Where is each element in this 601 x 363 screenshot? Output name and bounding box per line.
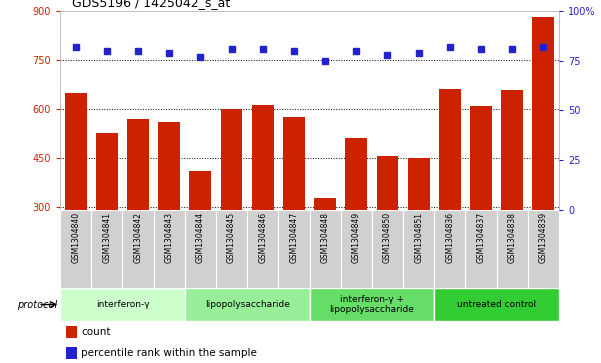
Bar <box>501 90 523 305</box>
Bar <box>127 118 149 305</box>
Bar <box>216 210 247 288</box>
Text: GSM1304848: GSM1304848 <box>320 212 329 263</box>
Bar <box>66 347 77 359</box>
Bar <box>314 199 336 305</box>
Text: GSM1304842: GSM1304842 <box>133 212 142 263</box>
Text: count: count <box>81 327 111 337</box>
Bar <box>283 117 305 305</box>
Bar <box>158 122 180 305</box>
Bar <box>65 93 87 305</box>
Text: protocol: protocol <box>17 299 57 310</box>
Bar <box>154 210 185 288</box>
Bar <box>66 326 77 338</box>
Bar <box>528 210 559 288</box>
Bar <box>252 106 273 305</box>
Text: GSM1304844: GSM1304844 <box>196 212 205 263</box>
Text: interferon-γ +
lipopolysaccharide: interferon-γ + lipopolysaccharide <box>329 295 414 314</box>
Text: GDS5196 / 1425042_s_at: GDS5196 / 1425042_s_at <box>72 0 230 9</box>
Bar <box>532 17 554 305</box>
Text: GSM1304840: GSM1304840 <box>71 212 80 263</box>
Text: GSM1304849: GSM1304849 <box>352 212 361 263</box>
Text: GSM1304850: GSM1304850 <box>383 212 392 263</box>
Bar <box>341 210 372 288</box>
Bar <box>465 210 496 288</box>
Bar <box>470 106 492 305</box>
Bar <box>496 210 528 288</box>
Bar <box>407 158 430 305</box>
Bar <box>91 210 123 288</box>
Text: GSM1304838: GSM1304838 <box>508 212 517 263</box>
Bar <box>310 288 435 321</box>
Bar <box>189 171 212 305</box>
Bar <box>278 210 310 288</box>
Bar <box>377 156 398 305</box>
Bar <box>310 210 341 288</box>
Text: GSM1304839: GSM1304839 <box>539 212 548 263</box>
Text: GSM1304845: GSM1304845 <box>227 212 236 263</box>
Text: percentile rank within the sample: percentile rank within the sample <box>81 348 257 358</box>
Bar <box>372 210 403 288</box>
Text: GSM1304836: GSM1304836 <box>445 212 454 263</box>
Text: GSM1304847: GSM1304847 <box>290 212 299 263</box>
Bar <box>434 288 559 321</box>
Bar <box>434 210 465 288</box>
Bar <box>123 210 154 288</box>
Text: lipopolysaccharide: lipopolysaccharide <box>205 300 290 309</box>
Text: GSM1304837: GSM1304837 <box>477 212 486 263</box>
Bar <box>247 210 278 288</box>
Text: GSM1304851: GSM1304851 <box>414 212 423 263</box>
Text: interferon-γ: interferon-γ <box>96 300 149 309</box>
Bar <box>221 109 242 305</box>
Bar <box>185 210 216 288</box>
Bar <box>346 138 367 305</box>
Bar <box>439 89 461 305</box>
Bar <box>185 288 310 321</box>
Text: untreated control: untreated control <box>457 300 536 309</box>
Bar <box>60 288 185 321</box>
Bar <box>60 210 91 288</box>
Text: GSM1304846: GSM1304846 <box>258 212 267 263</box>
Text: GSM1304843: GSM1304843 <box>165 212 174 263</box>
Bar <box>96 133 118 305</box>
Text: GSM1304841: GSM1304841 <box>102 212 111 263</box>
Bar <box>403 210 434 288</box>
